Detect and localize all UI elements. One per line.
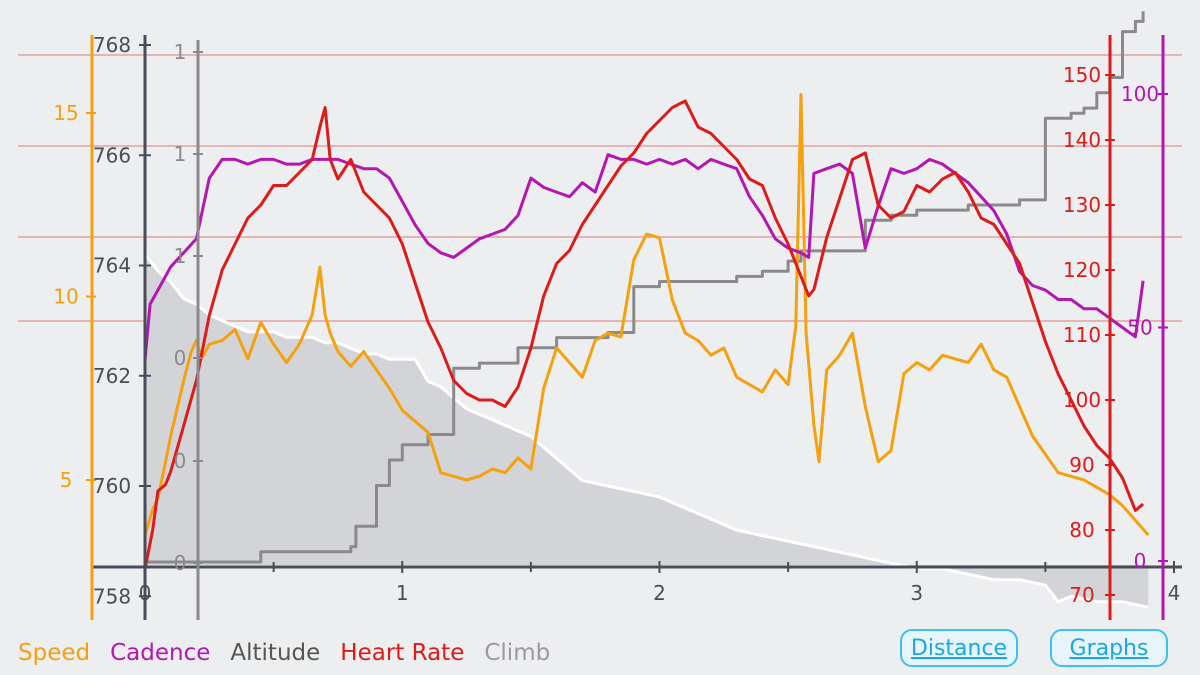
heart-rate-tick-label: 70 (1069, 583, 1094, 607)
climb-tick-label: 0 (174, 449, 187, 473)
climb-tick-label: 1 (174, 142, 187, 166)
chart: 0 1 2 3 4 5 10 15 758 760 762 764 766 768 0 0 0 1 1 1 70 80 90… (18, 11, 1182, 620)
legend-speed: Speed (18, 640, 91, 666)
legend: Speed Cadence Altitude Heart Rate Climb (18, 640, 550, 666)
distance-button[interactable]: Distance (900, 629, 1018, 667)
heart-rate-tick-label: 110 (1063, 323, 1101, 347)
x-tick-label: 1 (396, 581, 409, 605)
climb-line (145, 11, 1145, 564)
legend-heart-rate: Heart Rate (340, 640, 465, 666)
heart-rate-tick-label: 120 (1063, 258, 1101, 282)
x-tick-label: 2 (653, 581, 666, 605)
altitude-tick-label: 758 (93, 584, 131, 608)
x-tick-label: 4 (1168, 581, 1181, 605)
heart-rate-line (143, 99, 1145, 570)
heart-rate-tick-label: 140 (1063, 128, 1101, 152)
x-tick-label: 3 (910, 581, 923, 605)
legend-altitude: Altitude (230, 640, 321, 666)
cadence-tick-label: 50 (1127, 316, 1152, 340)
altitude-tick-label: 762 (93, 364, 131, 388)
heart-rate-tick-label: 100 (1063, 388, 1101, 412)
climb-tick-label: 1 (174, 40, 187, 64)
legend-climb: Climb (484, 640, 551, 666)
graphs-button[interactable]: Graphs (1050, 629, 1168, 667)
speed-tick-label: 10 (53, 285, 78, 309)
cadence-tick-label: 100 (1121, 82, 1159, 106)
altitude-tick-label: 760 (93, 474, 131, 498)
cadence-line (143, 153, 1145, 361)
climb-tick-label: 0 (174, 551, 187, 575)
speed-line (143, 93, 1150, 536)
altitude-tick-label: 768 (93, 33, 131, 57)
speed-tick-label: 15 (53, 101, 78, 125)
altitude-area (145, 254, 1149, 608)
heart-rate-tick-label: 80 (1069, 518, 1094, 542)
altitude-tick-label: 764 (93, 254, 131, 278)
heart-rate-tick-label: 150 (1063, 63, 1101, 87)
altitude-tick-label: 766 (93, 143, 131, 167)
heart-rate-tick-label: 90 (1069, 453, 1094, 477)
speed-tick-label: 5 (60, 468, 73, 492)
heart-rate-tick-label: 130 (1063, 193, 1101, 217)
climb-tick-label: 0 (174, 346, 187, 370)
climb-tick-label: 1 (174, 244, 187, 268)
cadence-tick-label: 0 (1134, 549, 1147, 573)
altitude-line (143, 253, 1149, 609)
legend-cadence: Cadence (110, 640, 211, 666)
